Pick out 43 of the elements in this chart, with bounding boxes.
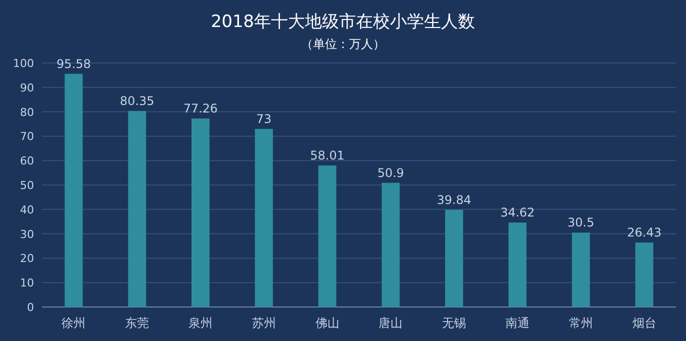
data-label: 77.26 xyxy=(183,101,218,116)
bar xyxy=(572,232,590,307)
data-label: 58.01 xyxy=(310,148,344,162)
y-tick-label: 30 xyxy=(20,228,34,241)
bar xyxy=(445,210,464,307)
y-tick-label: 80 xyxy=(20,106,34,119)
bar xyxy=(128,110,146,307)
data-label: 95.58 xyxy=(56,56,91,71)
y-tick-label: 100 xyxy=(13,57,34,70)
x-tick-label: 东莞 xyxy=(125,316,150,330)
y-tick-label: 40 xyxy=(20,203,34,216)
data-label: 73 xyxy=(256,112,272,126)
bar xyxy=(635,242,654,307)
y-tick-label: 90 xyxy=(20,81,34,94)
chart-subtitle: （单位：万人） xyxy=(301,37,385,51)
data-label: 30.5 xyxy=(568,216,594,230)
bar xyxy=(192,118,210,307)
x-tick-label: 无锡 xyxy=(442,316,466,330)
data-label: 80.35 xyxy=(120,94,154,108)
y-tick-label: 0 xyxy=(27,301,34,314)
chart-title: 2018年十大地级市在校小学生人数 xyxy=(210,12,476,32)
data-label: 50.9 xyxy=(377,166,404,180)
y-tick-label: 20 xyxy=(20,252,34,266)
bar xyxy=(254,128,273,307)
data-label: 26.43 xyxy=(627,226,662,240)
x-tick-label: 唐山 xyxy=(378,316,403,330)
y-tick-label: 50 xyxy=(20,179,34,192)
y-tick-label: 70 xyxy=(20,130,34,144)
y-tick-label: 10 xyxy=(20,276,34,290)
x-tick-label: 烟台 xyxy=(632,316,656,330)
data-label: 39.84 xyxy=(436,192,472,207)
x-tick-label: 泉州 xyxy=(188,316,212,330)
x-tick-label: 南通 xyxy=(506,316,530,330)
bar xyxy=(64,74,83,307)
bar xyxy=(508,222,526,307)
bar xyxy=(382,182,400,307)
x-tick-label: 常州 xyxy=(568,316,593,330)
y-tick-label: 60 xyxy=(20,154,34,168)
bar xyxy=(318,165,336,307)
x-tick-label: 佛山 xyxy=(315,316,340,330)
data-label: 34.62 xyxy=(500,206,535,220)
x-tick-label: 徐州 xyxy=(62,316,86,330)
x-tick-label: 苏州 xyxy=(252,316,276,330)
